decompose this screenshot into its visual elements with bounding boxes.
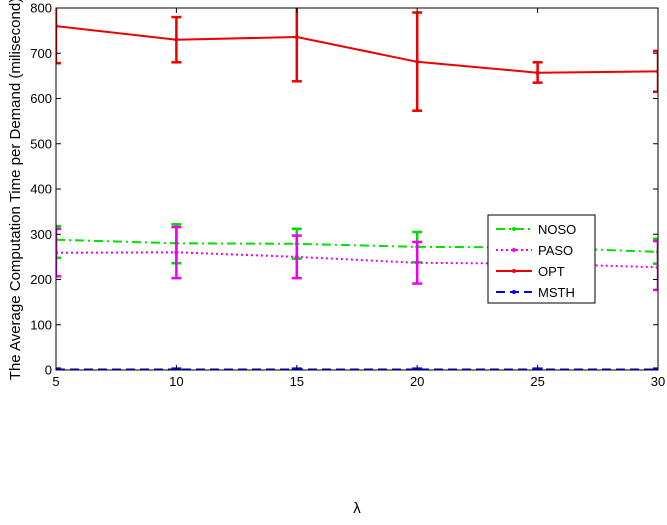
legend-box bbox=[487, 214, 596, 304]
data-point-paso bbox=[294, 254, 299, 259]
legend-marker-opt bbox=[512, 269, 516, 273]
x-tick-label: 25 bbox=[530, 374, 544, 389]
x-tick-label: 20 bbox=[410, 374, 424, 389]
x-tick-label: 15 bbox=[290, 374, 304, 389]
y-tick-label: 300 bbox=[30, 227, 52, 242]
y-tick-label: 200 bbox=[30, 272, 52, 287]
x-axis-label: λ bbox=[353, 500, 361, 517]
y-tick-label: 500 bbox=[30, 136, 52, 151]
data-point-paso bbox=[415, 260, 420, 265]
y-tick-label: 100 bbox=[30, 317, 52, 332]
legend-marker-paso bbox=[512, 248, 516, 252]
data-point-opt bbox=[294, 34, 299, 39]
legend-label-paso: PASO bbox=[538, 243, 573, 258]
data-point-opt bbox=[174, 37, 179, 42]
legend-label-opt: OPT bbox=[538, 264, 565, 279]
x-tick-label: 30 bbox=[651, 374, 665, 389]
x-tick-label: 10 bbox=[169, 374, 183, 389]
y-tick-label: 800 bbox=[30, 1, 52, 16]
data-point-paso bbox=[174, 250, 179, 255]
legend-label-msth: MSTH bbox=[538, 285, 575, 300]
data-point-opt bbox=[415, 59, 420, 64]
legend-marker-msth bbox=[512, 290, 516, 294]
legend-marker-noso bbox=[512, 227, 516, 231]
y-tick-label: 700 bbox=[30, 46, 52, 61]
series-opt bbox=[56, 8, 658, 112]
y-tick-label: 600 bbox=[30, 91, 52, 106]
legend-label-noso: NOSO bbox=[538, 222, 576, 237]
y-axis-label: The Average Computation Time per Demand … bbox=[7, 0, 24, 380]
data-point-opt bbox=[535, 70, 540, 75]
series-line-opt bbox=[56, 25, 658, 74]
y-tick-label: 0 bbox=[45, 363, 52, 378]
x-tick-label: 5 bbox=[52, 374, 59, 389]
y-tick-label: 400 bbox=[30, 182, 52, 197]
legend: NOSO PASO OPT MSTH bbox=[487, 214, 596, 304]
